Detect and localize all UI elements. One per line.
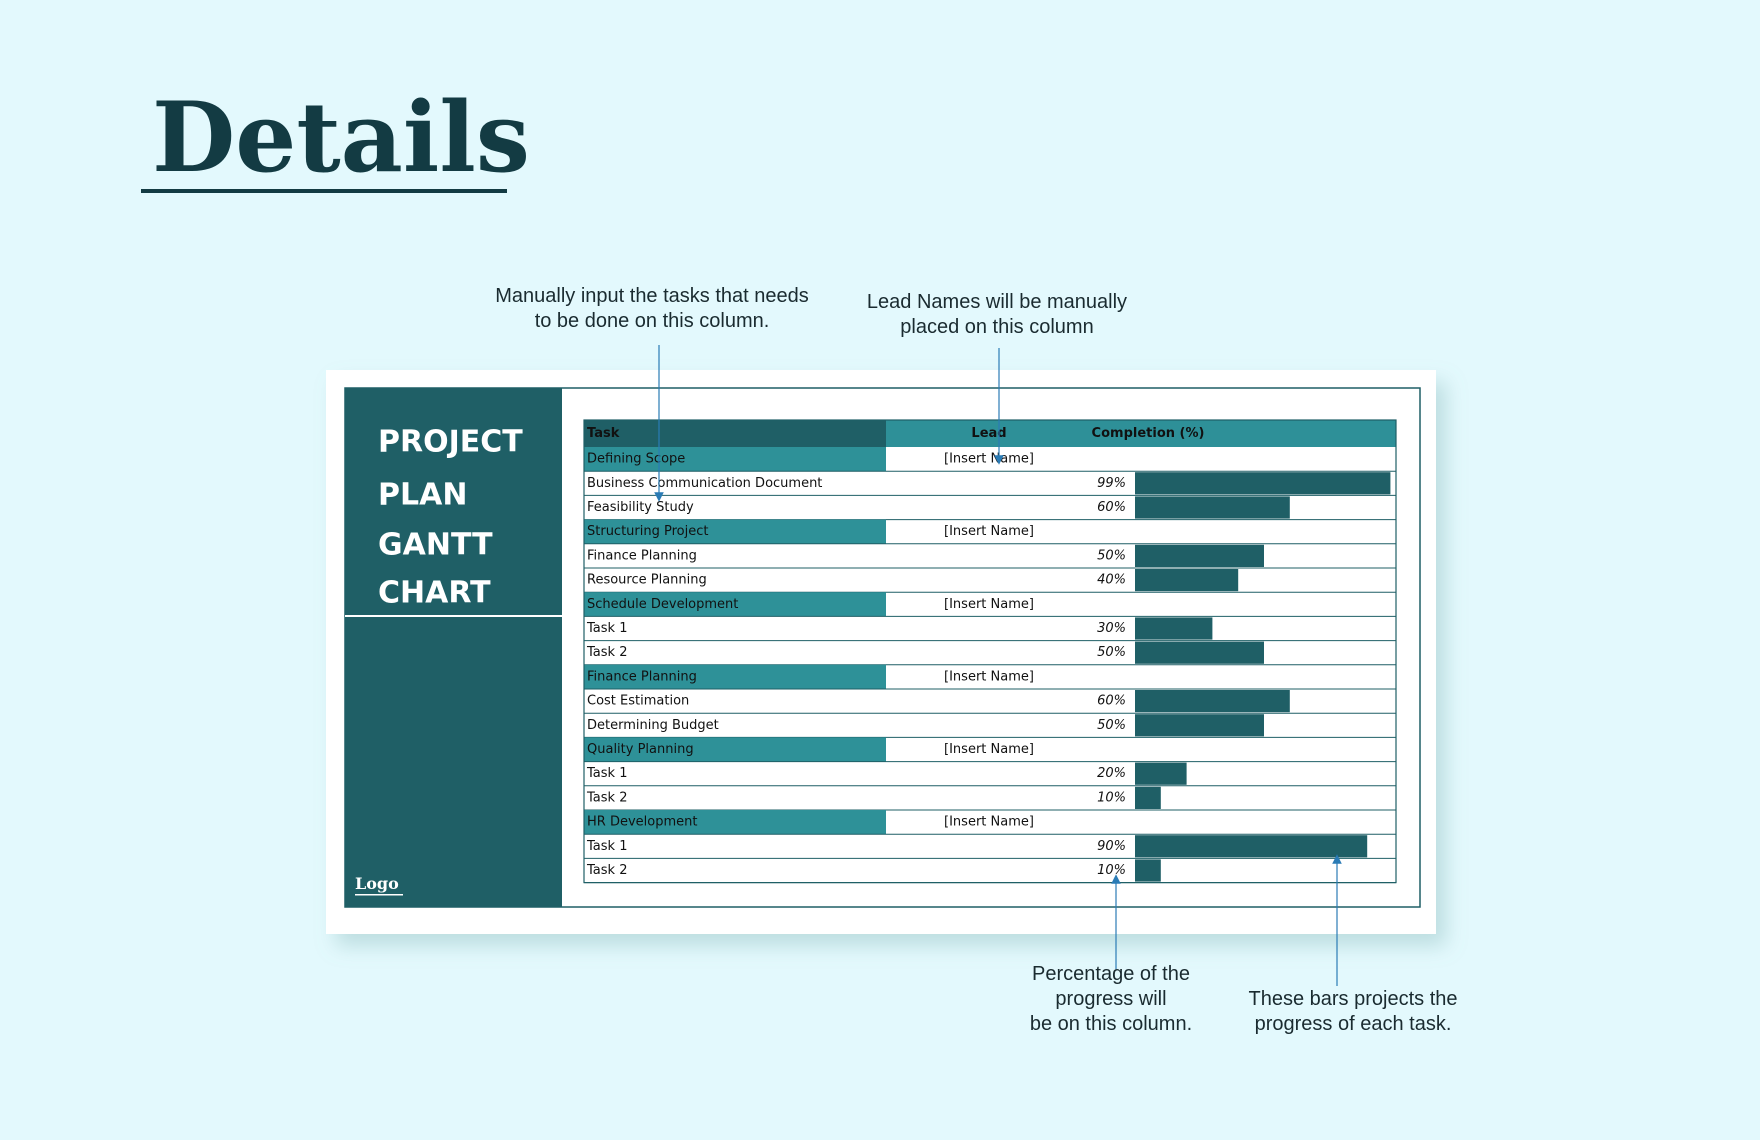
completion-label: 30% xyxy=(1097,621,1126,636)
sheet-title-line: PLAN xyxy=(378,478,467,513)
annotation-text: to be done on this column. xyxy=(535,310,770,332)
group-name: Defining Scope xyxy=(587,452,685,467)
completion-label: 50% xyxy=(1097,645,1126,660)
progress-bar xyxy=(1135,835,1368,858)
logo-underline xyxy=(355,894,403,896)
progress-bar xyxy=(1135,617,1213,640)
progress-bar xyxy=(1135,859,1161,882)
column-header: Lead xyxy=(971,426,1006,441)
completion-label: 90% xyxy=(1097,839,1126,854)
task-name: Cost Estimation xyxy=(587,694,689,709)
table: Task Lead Completion (%) Defining Scope [Ins… xyxy=(583,419,1397,884)
side-panel xyxy=(345,388,562,907)
sheet-title-line: CHART xyxy=(378,576,491,611)
side-separator xyxy=(345,615,562,617)
completion-label: 40% xyxy=(1097,573,1126,588)
annotation-text: Percentage of the xyxy=(1032,963,1190,985)
group-lead: [Insert Name] xyxy=(944,452,1034,467)
sheet-title-line: GANTT xyxy=(378,528,493,563)
annotation-text: progress of each task. xyxy=(1255,1013,1452,1035)
completion-label: 99% xyxy=(1097,476,1126,491)
progress-bar xyxy=(1135,786,1161,809)
group-lead: [Insert Name] xyxy=(944,742,1034,757)
group-name: Structuring Project xyxy=(587,524,708,539)
completion-label: 60% xyxy=(1097,694,1126,709)
progress-bar xyxy=(1135,569,1239,592)
completion-label: 10% xyxy=(1097,863,1126,878)
task-name: Business Communication Document xyxy=(587,476,822,491)
group-task-bg xyxy=(584,737,886,762)
group-task-bg xyxy=(584,519,886,544)
progress-bar xyxy=(1135,544,1264,567)
annotation-text: progress will xyxy=(1055,988,1166,1010)
task-name: Task 2 xyxy=(586,645,627,660)
completion-label: 50% xyxy=(1097,718,1126,733)
progress-bar xyxy=(1135,496,1290,519)
annotation-text: Manually input the tasks that needs xyxy=(495,285,809,307)
group-lead: [Insert Name] xyxy=(944,524,1034,539)
progress-bar xyxy=(1135,472,1391,495)
annotations: Manually input the tasks that needs to be… xyxy=(495,285,1457,1035)
group-name: Finance Planning xyxy=(587,669,697,684)
group-name: Schedule Development xyxy=(587,597,738,612)
task-name: Task 1 xyxy=(586,621,627,636)
group-task-bg xyxy=(584,810,886,835)
group-lead: [Insert Name] xyxy=(944,815,1034,830)
completion-label: 20% xyxy=(1097,766,1126,781)
annotation-text: placed on this column xyxy=(900,316,1093,338)
annotation-text: These bars projects the xyxy=(1249,988,1458,1010)
task-name: Finance Planning xyxy=(587,548,697,563)
table-border xyxy=(583,419,1397,884)
progress-bar xyxy=(1135,714,1264,737)
task-name: Task 2 xyxy=(586,790,627,805)
column-header: Task xyxy=(587,426,620,441)
group-task-bg xyxy=(584,664,886,689)
group-task-bg xyxy=(584,447,886,472)
annotation-text: be on this column. xyxy=(1030,1013,1192,1035)
logo: Logo xyxy=(355,874,399,893)
completion-label: 60% xyxy=(1097,500,1126,515)
group-lead: [Insert Name] xyxy=(944,669,1034,684)
task-name: Determining Budget xyxy=(587,718,719,733)
title-underline xyxy=(141,189,507,193)
group-task-bg xyxy=(584,592,886,617)
progress-bar xyxy=(1135,690,1290,713)
progress-bar xyxy=(1135,641,1264,664)
task-name: Task 1 xyxy=(586,839,627,854)
column-header: Completion (%) xyxy=(1092,426,1205,441)
page-title: Details xyxy=(152,81,530,194)
group-lead: [Insert Name] xyxy=(944,597,1034,612)
header-task-bg xyxy=(584,420,886,447)
group-name: Quality Planning xyxy=(587,742,694,757)
sheet-title-line: PROJECT xyxy=(378,425,523,460)
completion-label: 50% xyxy=(1097,548,1126,563)
group-name: HR Development xyxy=(587,815,697,830)
progress-bar xyxy=(1135,762,1187,785)
task-name: Feasibility Study xyxy=(587,500,694,515)
annotation-text: Lead Names will be manually xyxy=(867,291,1127,313)
task-name: Task 1 xyxy=(586,766,627,781)
completion-label: 10% xyxy=(1097,790,1126,805)
task-name: Resource Planning xyxy=(587,573,707,588)
task-name: Task 2 xyxy=(586,863,627,878)
